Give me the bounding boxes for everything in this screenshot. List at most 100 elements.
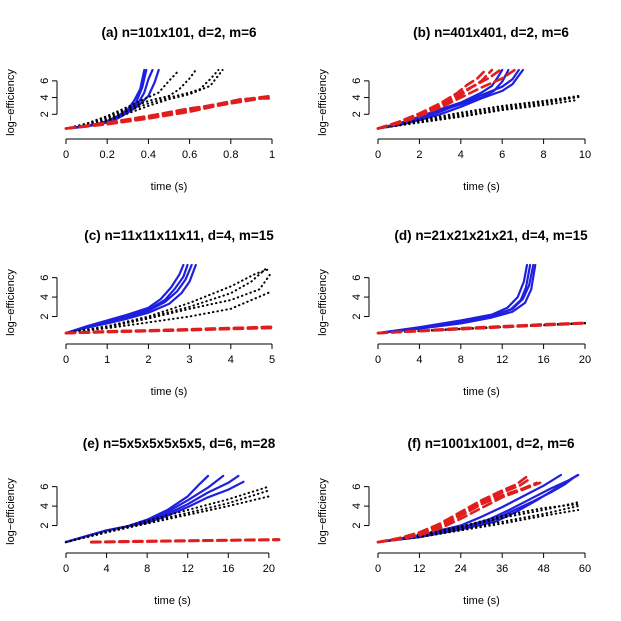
series-line-black-7 (65, 265, 269, 335)
x-axis-label: time (s) (463, 595, 500, 607)
series-line-black-4 (377, 505, 580, 544)
x-tick-label: 8 (144, 563, 150, 575)
x-tick-label: 4 (416, 354, 422, 366)
series-line-black-6 (377, 509, 580, 544)
series-group (376, 263, 587, 335)
x-tick-label: 2 (416, 149, 422, 161)
y-tick-label: 4 (351, 503, 363, 509)
series-line-black-6 (65, 495, 270, 544)
series-line-blue-2 (376, 263, 537, 335)
panel-f: (f) n=1001x1001, d=2, m=60 12 24 36 48 60246t… (317, 436, 591, 607)
series-line-black-7 (377, 95, 582, 130)
x-tick-label: 0 (63, 149, 69, 161)
series-line-red-11 (376, 68, 502, 130)
y-tick-label: 2 (351, 313, 363, 319)
series-line-red-11 (64, 325, 274, 335)
x-tick-label: 12 (413, 563, 425, 575)
series-line-red-9 (376, 475, 528, 544)
series-line-black-5 (65, 485, 270, 544)
series-line-blue-3 (64, 474, 210, 544)
x-tick-label: 4 (458, 149, 464, 161)
x-tick-label: 16 (222, 563, 234, 575)
chart-title: (a) n=101x101, d=2, m=6 (102, 25, 257, 40)
series-line-red-10 (376, 68, 516, 130)
series-line-blue-3 (376, 263, 532, 335)
series-line-red-11 (64, 94, 274, 130)
y-tick-label: 4 (39, 95, 51, 101)
chart-title: (c) n=11x11x11x11, d=4, m=15 (84, 228, 274, 243)
y-tick-label: 2 (351, 111, 363, 117)
series-line-black-6 (65, 290, 273, 335)
x-axis-label: time (s) (151, 386, 188, 398)
x-tick-label: 1 (269, 149, 275, 161)
y-tick-label: 6 (39, 78, 51, 84)
x-tick-label: 0.2 (100, 149, 115, 161)
x-tick-label: 5 (269, 354, 275, 366)
series-group (64, 68, 274, 130)
panel-c: (c) n=11x11x11x11, d=4, m=15 0 1 2 3 4 5 2 4 6 tim… (5, 228, 275, 398)
series-line-black-5 (377, 501, 580, 544)
x-tick-label: 60 (579, 563, 591, 575)
series-line-blue-2 (64, 263, 197, 335)
y-tick-label: 6 (351, 484, 363, 490)
x-tick-label: 0 (63, 354, 69, 366)
series-line-red-11 (376, 477, 532, 544)
series-line-red-10 (64, 97, 274, 130)
x-tick-label: 8 (541, 149, 547, 161)
x-axis-label: time (s) (151, 181, 188, 193)
series-line-red-8 (376, 322, 576, 335)
series-line-blue-3 (376, 475, 576, 544)
x-axis-label: time (s) (154, 595, 191, 607)
panel-b: (b) n=401x401, d=2, m=6 0 2 4 6 8 10 2 4 6 time (s… (317, 25, 591, 193)
x-tick-label: 2 (145, 354, 151, 366)
x-tick-label: 20 (579, 354, 591, 366)
series-group (64, 474, 281, 544)
y-tick-label: 6 (39, 484, 51, 490)
chart-title: (d) n=21x21x21x21, d=4, m=15 (394, 228, 588, 243)
x-tick-label: 6 (499, 149, 505, 161)
y-tick-label: 4 (351, 95, 363, 101)
series-line-blue-1 (64, 474, 240, 544)
chart-title: (e) n=5x5x5x5x5x5, d=6, m=28 (83, 436, 276, 451)
y-tick-label: 2 (39, 522, 51, 528)
y-tick-label: 2 (39, 111, 51, 117)
series-line-blue-3 (64, 263, 189, 335)
x-tick-label: 24 (455, 563, 467, 575)
series-line-black-7 (65, 69, 181, 130)
y-tick-label: 6 (39, 275, 51, 281)
y-tick-label: 4 (351, 294, 363, 300)
x-axis-label: time (s) (463, 386, 500, 398)
y-tick-label: 4 (39, 294, 51, 300)
series-group (64, 263, 274, 335)
y-axis-label: log−efficiency (317, 69, 329, 136)
x-tick-label: 0.6 (182, 149, 197, 161)
x-tick-label: 36 (496, 563, 508, 575)
series-line-black-6 (377, 99, 578, 130)
x-tick-label: 0.4 (141, 149, 156, 161)
panel-d: (d) n=21x21x21x21, d=4, m=150 4 8 12 16 20246… (317, 228, 591, 398)
y-tick-label: 2 (39, 313, 51, 319)
x-tick-label: 8 (458, 354, 464, 366)
series-line-black-5 (65, 270, 273, 335)
y-axis-label: log−efficiency (5, 269, 17, 336)
y-axis-label: log−efficiency (317, 478, 329, 545)
x-tick-label: 1 (104, 354, 110, 366)
series-group (376, 473, 580, 544)
series-line-black-4 (65, 489, 270, 544)
y-axis-label: log−efficiency (5, 69, 17, 136)
chart-title: (f) n=1001x1001, d=2, m=6 (408, 436, 575, 451)
x-tick-label: 0 (375, 149, 381, 161)
x-tick-label: 0 (63, 563, 69, 575)
x-tick-label: 4 (104, 563, 110, 575)
y-tick-label: 6 (351, 275, 363, 281)
series-line-red-9 (90, 538, 281, 544)
series-line-red-9 (376, 68, 487, 130)
x-tick-label: 12 (182, 563, 194, 575)
y-tick-label: 4 (39, 503, 51, 509)
x-tick-label: 0 (375, 563, 381, 575)
x-tick-label: 0 (375, 354, 381, 366)
x-tick-label: 16 (537, 354, 549, 366)
x-tick-label: 48 (537, 563, 549, 575)
series-line-black-5 (65, 69, 197, 130)
